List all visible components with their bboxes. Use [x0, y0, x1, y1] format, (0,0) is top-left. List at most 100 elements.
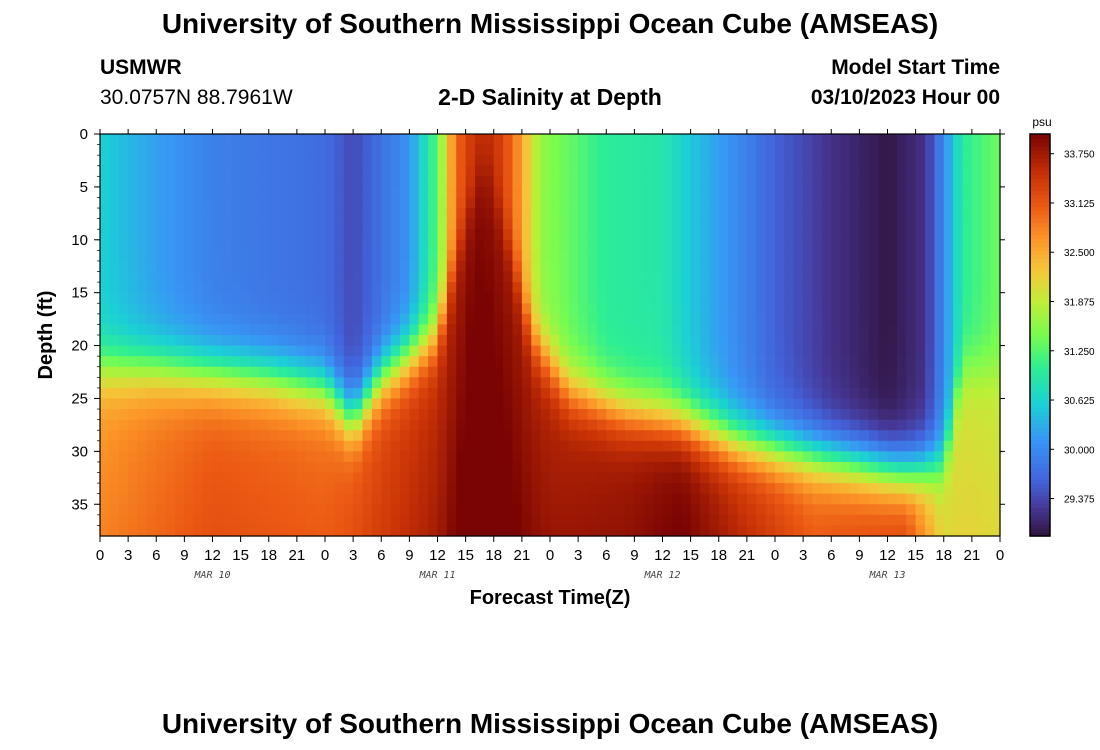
heatmap-cell — [643, 335, 654, 347]
heatmap-cell — [737, 430, 748, 442]
heatmap-cell — [175, 504, 185, 516]
heatmap-cell — [456, 229, 467, 241]
heatmap-cell — [109, 229, 120, 241]
heatmap-cell — [428, 440, 439, 452]
heatmap-cell — [362, 155, 373, 167]
heatmap-cell — [306, 313, 317, 326]
heatmap-cell — [409, 239, 420, 251]
heatmap-cell — [353, 377, 364, 389]
heatmap-cell — [737, 239, 748, 251]
heatmap-cell — [531, 165, 542, 177]
heatmap-cell — [653, 440, 664, 452]
heatmap-cell — [662, 303, 673, 315]
heatmap-cell — [100, 144, 110, 156]
heatmap-cell — [915, 451, 926, 463]
heatmap-cell — [334, 514, 345, 527]
heatmap-cell — [953, 303, 964, 315]
heatmap-cell — [690, 165, 701, 177]
heatmap-cell — [184, 409, 195, 421]
heatmap-cell — [456, 271, 467, 283]
heatmap-cell — [868, 345, 879, 357]
heatmap-cell — [212, 504, 223, 516]
heatmap-cell — [915, 250, 926, 262]
heatmap-cell — [100, 514, 110, 527]
heatmap-cell — [390, 292, 401, 304]
heatmap-cell — [615, 197, 626, 209]
heatmap-cell — [662, 186, 673, 199]
heatmap-cell — [193, 292, 204, 304]
heatmap-cell — [925, 387, 935, 400]
heatmap-cell — [718, 155, 729, 167]
heatmap-cell — [512, 377, 523, 389]
heatmap-cell — [737, 292, 748, 304]
x-tick-label: 0 — [546, 547, 554, 564]
heatmap-cell — [606, 313, 617, 326]
heatmap-cell — [287, 324, 298, 336]
heatmap-cell — [146, 377, 157, 389]
heatmap-cell — [512, 504, 523, 516]
heatmap-cell — [465, 345, 476, 357]
heatmap-cell — [850, 409, 860, 421]
heatmap-cell — [221, 324, 232, 336]
heatmap-cell — [934, 165, 945, 177]
heatmap-cell — [587, 239, 598, 251]
heatmap-cell — [681, 303, 692, 315]
heatmap-cell — [334, 250, 345, 262]
heatmap-cell — [465, 303, 476, 315]
heatmap-cell — [118, 514, 129, 527]
heatmap-cell — [915, 324, 926, 336]
heatmap-cell — [596, 440, 607, 452]
heatmap-cell — [596, 282, 607, 294]
heatmap-cell — [709, 366, 720, 378]
heatmap-cell — [765, 260, 776, 273]
heatmap-cell — [268, 409, 279, 421]
heatmap-cell — [362, 504, 373, 516]
heatmap-cell — [784, 514, 795, 527]
heatmap-cell — [259, 504, 270, 516]
heatmap-cell — [643, 176, 654, 188]
heatmap-cell — [728, 409, 739, 421]
heatmap-cell — [550, 292, 560, 304]
heatmap-cell — [418, 155, 429, 167]
heatmap-cell — [896, 313, 907, 326]
heatmap-cell — [653, 324, 664, 336]
heatmap-cell — [240, 430, 251, 442]
heatmap-cell — [418, 451, 429, 463]
heatmap-cell — [746, 472, 757, 484]
heatmap-cell — [840, 271, 851, 283]
heatmap-cell — [971, 229, 982, 241]
heatmap-cell — [887, 218, 898, 230]
heatmap-cell — [484, 472, 495, 484]
heatmap-cell — [156, 356, 167, 368]
heatmap-cell — [671, 430, 682, 442]
heatmap-cell — [465, 483, 476, 495]
heatmap-cell — [671, 366, 682, 378]
heatmap-cell — [325, 335, 335, 347]
heatmap-cell — [203, 525, 214, 537]
heatmap-cell — [212, 483, 223, 495]
heatmap-cell — [784, 144, 795, 156]
heatmap-cell — [493, 493, 504, 505]
heatmap-cell — [334, 186, 345, 199]
heatmap-cell — [306, 345, 317, 357]
heatmap-cell — [240, 483, 251, 495]
heatmap-cell — [850, 155, 860, 167]
heatmap-cell — [381, 440, 392, 452]
heatmap-cell — [203, 134, 214, 146]
heatmap-cell — [493, 461, 504, 474]
heatmap-cell — [915, 525, 926, 537]
heatmap-cell — [503, 419, 514, 431]
heatmap-cell — [493, 313, 504, 326]
heatmap-cell — [990, 472, 1001, 484]
heatmap-cell — [175, 525, 185, 537]
heatmap-cell — [287, 504, 298, 516]
heatmap-cell — [156, 176, 167, 188]
heatmap-cell — [203, 165, 214, 177]
heatmap-cell — [268, 387, 279, 400]
heatmap-cell — [100, 239, 110, 251]
heatmap-cell — [287, 208, 298, 220]
heatmap-cell — [409, 409, 420, 421]
heatmap-cell — [231, 430, 242, 442]
heatmap-cell — [437, 144, 448, 156]
heatmap-cell — [531, 324, 542, 336]
